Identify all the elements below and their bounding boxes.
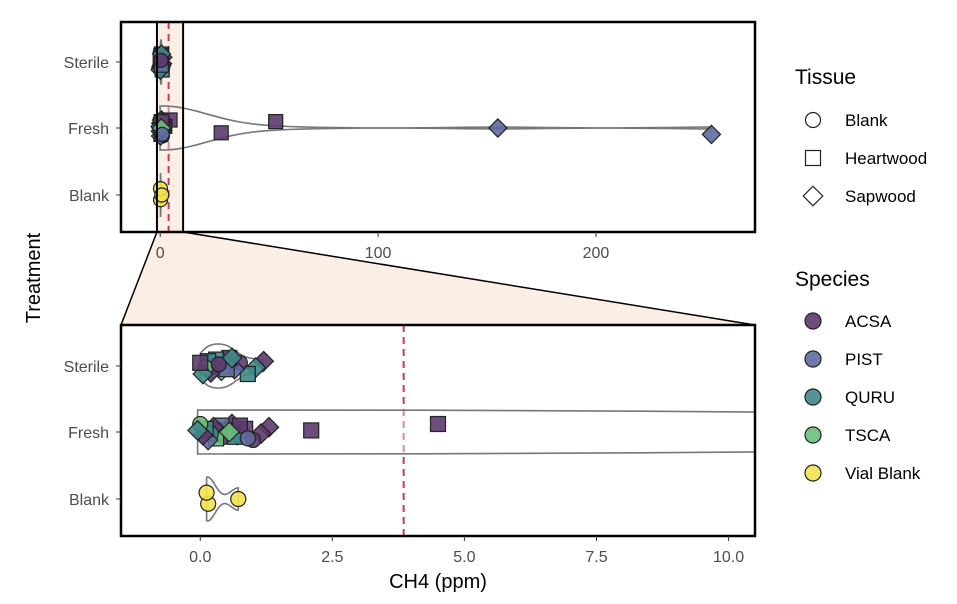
point-top [268,113,284,130]
legend-species-swatch [804,312,822,330]
zoom-connector-left-line [120,231,158,326]
x-tick-label: 5.0 [453,549,475,566]
top-y-ticks: Sterile Fresh Blank [64,55,121,205]
legend-tissue-swatch-blank [804,111,822,129]
legend-species-title: Species [795,268,870,291]
top-panel: 0 100 200 Sterile Fresh Blank [64,20,757,262]
legend-species-label: ACSA [845,312,892,331]
x-tick-label: 200 [583,245,610,262]
point-bottom [303,422,320,439]
point-bottom [210,356,227,373]
legend-species-label: QURU [845,388,895,407]
legend-tissue-label: Sapwood [845,187,916,206]
legend-tissue-label: Blank [845,111,888,130]
y-tick-label: Fresh [68,425,109,442]
point-bottom [187,419,209,441]
legend-species-swatch [804,426,822,444]
legend-species-label: PIST [845,350,883,369]
legend-tissue-title: Tissue [795,66,856,89]
bottom-x-ticks: 0.0 2.5 5.0 7.5 10.0 [189,536,744,566]
bottom-plot-area [187,325,755,536]
x-axis-label: CH4 (ppm) [389,571,487,593]
legend: Tissue Blank Heartwood Sapwood Species ACS… [795,66,927,483]
top-x-ticks: 0 100 200 [156,232,610,262]
point-top [213,125,229,141]
legend-species-label: Vial Blank [845,464,921,483]
legend-tissue-swatch-sapwood [802,185,824,207]
top-plot-area [150,22,722,232]
bottom-y-ticks: Sterile Fresh Blank [64,359,121,509]
y-tick-label: Sterile [64,359,109,376]
point-bottom [218,421,240,443]
legend-species-swatch [804,388,822,406]
legend-tissue-items: Blank Heartwood Sapwood [802,111,927,207]
point-top [154,187,170,203]
x-tick-label: 0 [156,245,165,262]
zoom-connector-right-line [182,231,756,326]
bottom-panel: 0.0 2.5 5.0 7.5 10.0 Sterile Fresh Blank [64,323,757,566]
y-tick-label: Blank [69,188,110,205]
point-bottom [192,354,209,371]
legend-species-items: ACSA PIST QURU TSCA Vial Blank [804,312,921,483]
y-tick-label: Sterile [64,55,109,72]
point-bottom [230,490,247,508]
x-tick-label: 2.5 [321,549,343,566]
point-bottom [239,430,256,447]
point-top [154,126,170,142]
violin-blank [205,476,240,522]
bottom-panel-frame [119,323,757,538]
x-tick-label: 100 [365,245,392,262]
x-tick-label: 0.0 [189,549,211,566]
x-tick-label: 7.5 [585,549,607,566]
y-axis-label: Treatment [23,232,45,323]
point-bottom [221,347,243,369]
legend-species-swatch [804,350,822,368]
legend-tissue-swatch-heartwood [804,149,822,167]
point-bottom [429,415,447,433]
point-bottom [198,484,215,501]
zoom-connector-band [121,232,755,325]
legend-species-label: TSCA [845,426,891,445]
point-top [487,118,508,138]
violin-fresh [159,105,713,151]
y-tick-label: Blank [69,492,110,509]
violin-fresh [196,409,755,455]
point-top [701,124,722,145]
x-tick-label: 10.0 [713,549,744,566]
legend-species-swatch [804,464,822,482]
top-panel-frame [119,20,757,234]
legend-tissue-label: Heartwood [845,149,927,168]
y-tick-label: Fresh [68,121,109,138]
